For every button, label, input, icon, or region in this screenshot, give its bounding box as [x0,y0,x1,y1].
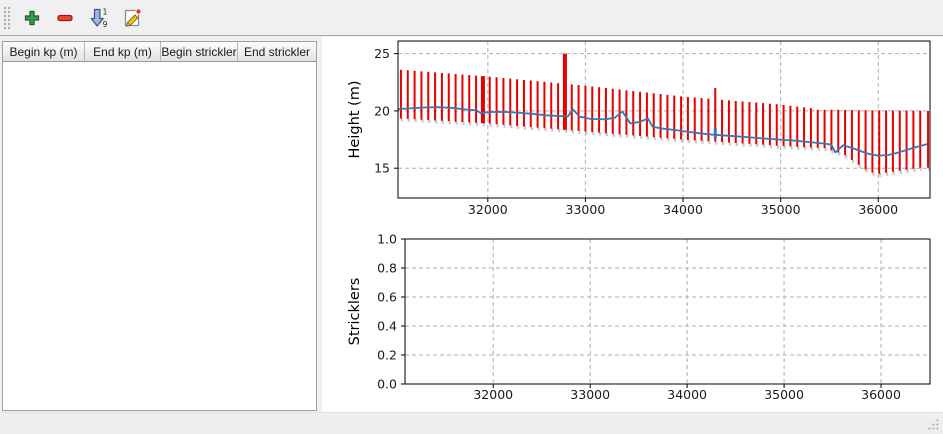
height-profile-chart: 32000 33000 34000 35000 36000 15 20 25 Height (m… [347,40,931,217]
svg-text:0.0: 0.0 [377,377,397,392]
charts-panel: 32000 33000 34000 35000 36000 15 20 25 Height (m… [322,37,943,412]
sort-numeric-icon: 1 9 [88,7,110,29]
svg-text:35000: 35000 [761,202,801,217]
svg-text:33000: 33000 [570,387,610,402]
edit-icon [121,7,143,29]
column-header-begin-strickler[interactable]: Begin strickler [161,42,238,62]
column-header-begin-kp[interactable]: Begin kp (m) [3,42,85,62]
svg-text:Height (m): Height (m) [347,81,363,159]
svg-text:36000: 36000 [861,387,901,402]
resize-grip-icon[interactable] [926,417,940,431]
sort-button[interactable]: 1 9 [86,5,112,31]
plus-icon [22,8,44,28]
svg-text:36000: 36000 [858,202,898,217]
status-bar [0,412,943,434]
minus-icon [55,8,77,28]
toolbar-drag-handle[interactable] [4,6,10,29]
svg-text:20: 20 [374,103,390,118]
stricklers-chart: 32000 33000 34000 35000 36000 0.0 0.2 0.4 0.6 0.8… [347,232,931,402]
svg-text:Stricklers: Stricklers [347,278,363,346]
svg-text:15: 15 [374,161,390,176]
svg-text:0.4: 0.4 [377,319,397,334]
svg-text:32000: 32000 [468,202,508,217]
toolbar: 1 9 [0,0,943,36]
svg-text:0.2: 0.2 [377,348,397,363]
column-header-end-strickler[interactable]: End strickler [238,42,316,62]
svg-text:32000: 32000 [473,387,513,402]
table-header-row: Begin kp (m) End kp (m) Begin strickler … [3,42,316,62]
add-row-button[interactable] [20,5,46,31]
stricklers-table: Begin kp (m) End kp (m) Begin strickler … [2,41,317,411]
svg-text:33000: 33000 [566,202,606,217]
svg-text:1: 1 [103,7,108,16]
remove-row-button[interactable] [53,5,79,31]
svg-text:0.8: 0.8 [377,261,397,276]
svg-text:34000: 34000 [663,202,703,217]
edit-button[interactable] [119,5,145,31]
column-header-end-kp[interactable]: End kp (m) [85,42,161,62]
svg-text:1.0: 1.0 [377,232,397,247]
svg-text:0.6: 0.6 [377,290,397,305]
svg-text:9: 9 [103,20,108,29]
svg-text:35000: 35000 [764,387,804,402]
svg-text:34000: 34000 [667,387,707,402]
table-body[interactable] [3,62,316,410]
svg-text:25: 25 [374,46,390,61]
